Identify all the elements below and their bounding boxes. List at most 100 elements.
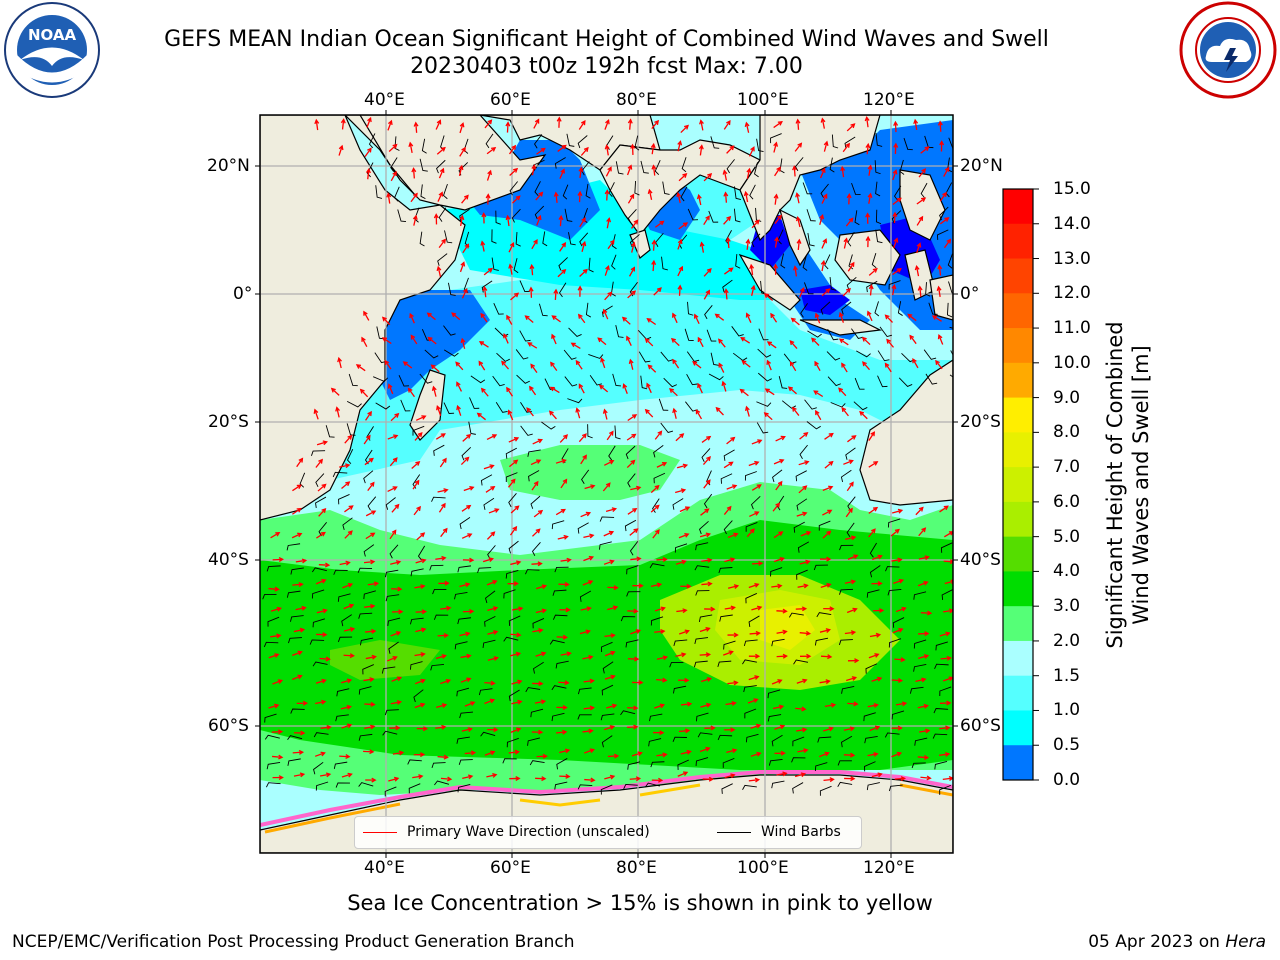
wave-direction-arrowhead — [516, 727, 522, 733]
wind-barb — [948, 281, 953, 294]
wave-direction-arrowhead — [726, 505, 732, 511]
wind-barb — [408, 783, 421, 794]
wave-direction-arrowhead — [657, 430, 663, 436]
wave-direction-arrowhead — [756, 751, 762, 757]
wave-direction-arrow — [726, 484, 737, 490]
wave-direction-arrowhead — [445, 678, 452, 684]
wave-direction-arrowhead — [478, 360, 484, 366]
wave-direction-arrowhead — [392, 457, 398, 463]
wave-direction-arrowhead — [609, 239, 615, 245]
wave-direction-arrowhead — [299, 772, 306, 778]
wind-barb — [820, 301, 831, 315]
wave-direction-arrowhead — [705, 652, 712, 658]
wave-direction-arrow — [364, 458, 374, 466]
wave-direction-arrowhead — [540, 147, 546, 153]
wind-barb — [390, 157, 398, 172]
wave-direction-arrowhead — [749, 263, 755, 270]
wave-direction-arrow — [535, 652, 546, 657]
wave-direction-arrow — [891, 558, 902, 562]
wave-direction-arrow — [886, 339, 894, 348]
wave-direction-arrowhead — [826, 556, 832, 562]
wind-barb — [614, 425, 621, 440]
wave-direction-arrow — [413, 215, 417, 226]
colorbar-tick-label: 0.0 — [1053, 770, 1081, 790]
wave-direction-arrowhead — [731, 700, 737, 706]
wave-direction-arrowhead — [744, 405, 750, 412]
wave-direction-arrowhead — [909, 334, 915, 340]
wind-barb — [694, 637, 709, 644]
wave-direction-arrowhead — [779, 557, 785, 562]
wind-barb — [879, 326, 893, 338]
wind-barb — [262, 594, 277, 600]
wind-barb — [311, 567, 327, 573]
wind-barb — [311, 589, 325, 599]
wave-direction-arrow — [892, 628, 903, 634]
wave-direction-arrow — [767, 341, 777, 349]
wave-direction-arrow — [578, 192, 581, 203]
wave-direction-arrowhead — [562, 634, 569, 640]
wind-barb — [433, 444, 445, 456]
wave-direction-arrow — [606, 704, 617, 709]
colorbar-tick-label: 6.0 — [1053, 491, 1081, 512]
colorbar-tick-label: 11.0 — [1053, 318, 1091, 339]
wind-barb — [502, 758, 517, 764]
wave-direction-arrowhead — [359, 388, 365, 394]
wave-direction-arrowhead — [275, 532, 281, 537]
wave-direction-arrowhead — [714, 313, 720, 319]
wave-direction-arrow — [700, 508, 709, 516]
wave-direction-arrowhead — [564, 581, 570, 587]
wave-direction-arrowhead — [439, 167, 445, 174]
wave-direction-arrowhead — [398, 609, 404, 615]
wind-barb — [744, 471, 757, 481]
wave-direction-arrowhead — [517, 679, 523, 685]
wave-direction-arrow — [676, 464, 687, 469]
legend-wind-barbs: Wind Barbs — [717, 824, 841, 840]
wave-direction-arrowhead — [745, 238, 751, 244]
wave-direction-arrowhead — [791, 406, 797, 412]
wave-direction-arrow — [652, 529, 660, 539]
wave-direction-arrowhead — [529, 385, 534, 391]
wind-barb — [722, 279, 733, 293]
wind-barb — [577, 522, 589, 534]
wind-barb — [829, 277, 837, 291]
wind-barb — [845, 447, 856, 460]
wave-direction-arrow — [748, 461, 759, 467]
wave-direction-arrowhead — [892, 169, 898, 175]
wind-barb — [750, 496, 761, 510]
wave-direction-arrow — [797, 749, 808, 753]
wind-barb — [866, 280, 878, 293]
wave-direction-arrow — [939, 121, 942, 132]
wave-direction-arrow — [943, 239, 951, 249]
wind-barb — [508, 493, 517, 508]
wind-barb — [799, 444, 808, 460]
wave-direction-arrow — [390, 413, 399, 422]
wave-direction-arrowhead — [853, 701, 859, 707]
wave-direction-arrowhead — [589, 748, 595, 754]
wave-direction-arrowhead — [873, 703, 879, 708]
wind-barbs-swatch — [717, 831, 751, 833]
wind-barb — [601, 305, 613, 318]
wave-direction-arrow — [703, 268, 712, 277]
wind-barb — [398, 374, 410, 387]
wave-direction-arrow — [555, 731, 567, 734]
wind-barb — [796, 498, 808, 511]
wind-barb — [434, 780, 450, 786]
wave-direction-arrowhead — [394, 412, 400, 418]
wind-barb — [438, 207, 447, 222]
wave-direction-arrowhead — [590, 777, 596, 783]
wind-barb — [421, 329, 433, 341]
wave-direction-arrow — [892, 285, 896, 296]
wave-direction-arrowhead — [631, 433, 637, 439]
wave-direction-arrow — [919, 286, 922, 297]
wind-barb — [358, 782, 374, 787]
wave-direction-arrowhead — [363, 310, 368, 316]
wave-direction-arrow — [339, 464, 350, 468]
wave-direction-arrowhead — [813, 390, 819, 395]
wind-barb — [820, 183, 829, 198]
wave-direction-arrowhead — [589, 533, 595, 539]
wave-direction-arrow — [582, 580, 593, 586]
wave-direction-arrow — [338, 358, 342, 369]
wave-direction-arrowhead — [900, 776, 907, 782]
wave-direction-arrow — [535, 609, 546, 614]
wave-direction-arrow — [862, 361, 871, 371]
